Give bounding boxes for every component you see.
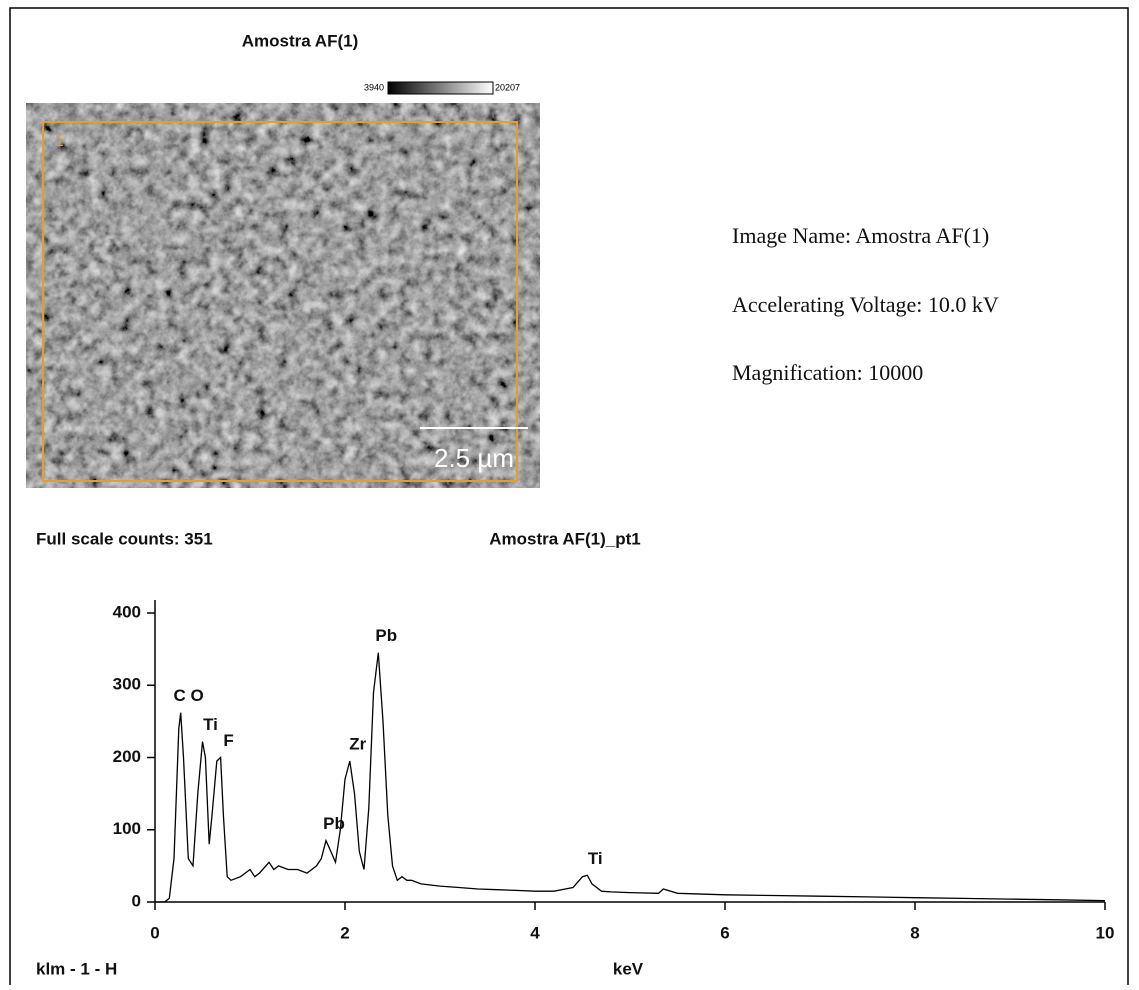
peak-label: Pb <box>375 626 397 645</box>
peak-label: F <box>223 731 233 750</box>
y-tick-label: 200 <box>113 747 141 766</box>
x-tick-label: 10 <box>1096 923 1115 942</box>
peak-label: Ti <box>588 849 603 868</box>
peak-label: Zr <box>349 735 366 754</box>
sem-image <box>26 103 540 488</box>
spectrum <box>155 653 1105 902</box>
info-line: Image Name: Amostra AF(1) <box>732 223 989 248</box>
peak-label: Ti <box>203 715 218 734</box>
y-tick-label: 400 <box>113 602 141 621</box>
x-axis-label: keV <box>613 959 644 978</box>
x-tick-label: 4 <box>530 923 540 942</box>
x-tick-label: 0 <box>150 923 159 942</box>
peak-label: C O <box>174 686 204 705</box>
y-tick-label: 300 <box>113 675 141 694</box>
peak-label: Pb <box>323 814 345 833</box>
full-scale-counts: Full scale counts: 351 <box>36 529 213 548</box>
x-tick-label: 8 <box>910 923 919 942</box>
image-title: Amostra AF(1) <box>242 31 359 50</box>
y-tick-label: 100 <box>113 819 141 838</box>
figure: Amostra AF(1) 3940 20207 1 2.5 µm Image … <box>0 0 1139 985</box>
colorbar-max: 20207 <box>495 82 520 92</box>
y-tick-label: 0 <box>132 891 141 910</box>
info-line: Accelerating Voltage: 10.0 kV <box>732 292 999 317</box>
footer-label: klm - 1 - H <box>36 959 117 978</box>
chart-title: Amostra AF(1)_pt1 <box>489 529 640 548</box>
region-label: 1 <box>55 133 64 150</box>
x-tick-label: 2 <box>340 923 349 942</box>
x-tick-label: 6 <box>720 923 729 942</box>
page: {"image_title": "Amostra AF(1)", "colorb… <box>0 0 1139 985</box>
colorbar <box>388 82 493 94</box>
scale-bar-label: 2.5 µm <box>434 443 514 473</box>
info-line: Magnification: 10000 <box>732 360 923 385</box>
colorbar-min: 3940 <box>364 82 384 92</box>
